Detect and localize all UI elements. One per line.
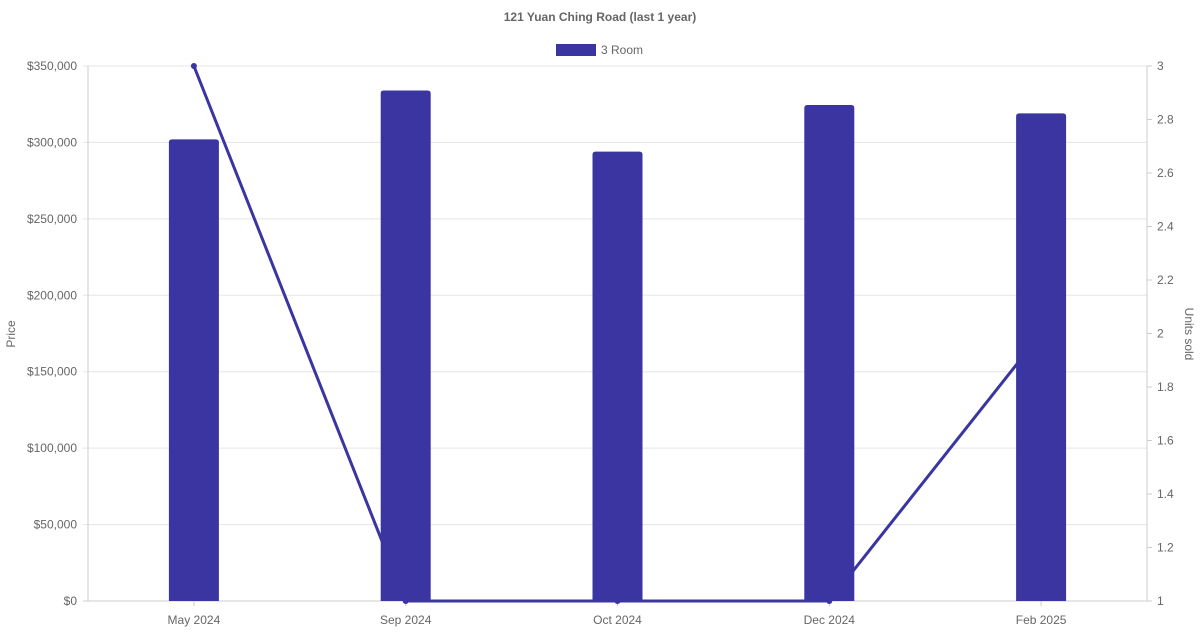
y-tick-label: $350,000	[27, 59, 77, 73]
y2-tick-label: 1.4	[1157, 487, 1174, 501]
units-sold-point	[402, 598, 409, 604]
y2-tick-label: 2	[1157, 327, 1164, 341]
units-sold-point	[614, 598, 621, 604]
y2-tick-label: 1.2	[1157, 541, 1174, 555]
x-tick-label: May 2024	[168, 613, 221, 627]
y-tick-label: $50,000	[34, 518, 78, 532]
y-tick-label: $150,000	[27, 365, 77, 379]
y-tick-label: $100,000	[27, 441, 77, 455]
y-axis-label: Price	[4, 320, 18, 348]
price-bar	[168, 139, 219, 601]
price-bar	[592, 151, 643, 601]
y-tick-label: $200,000	[27, 288, 77, 302]
legend-label: 3 Room	[601, 43, 643, 57]
y-tick-label: $250,000	[27, 212, 77, 226]
x-tick-label: Sep 2024	[380, 613, 432, 627]
x-tick-label: Feb 2025	[1016, 613, 1067, 627]
y2-tick-label: 2.8	[1157, 113, 1174, 127]
y2-tick-label: 1.8	[1157, 380, 1174, 394]
legend-swatch	[556, 44, 596, 56]
price-bar	[1016, 113, 1067, 601]
x-tick-label: Oct 2024	[593, 613, 642, 627]
price-bar	[380, 90, 431, 601]
y2-tick-label: 2.4	[1157, 220, 1174, 234]
price-bar	[804, 104, 855, 601]
y2-tick-label: 1	[1157, 594, 1164, 608]
y2-tick-label: 3	[1157, 59, 1164, 73]
units-sold-point	[826, 598, 833, 604]
y2-axis-label: Units sold	[1182, 308, 1196, 361]
units-sold-point	[1038, 330, 1045, 337]
units-sold-point	[190, 63, 197, 69]
legend[interactable]: 3 Room	[556, 43, 643, 57]
y2-tick-label: 2.2	[1157, 273, 1174, 287]
y2-tick-label: 2.6	[1157, 166, 1174, 180]
y2-tick-label: 1.6	[1157, 434, 1174, 448]
chart-title: 121 Yuan Ching Road (last 1 year)	[504, 10, 697, 24]
y-tick-label: $300,000	[27, 135, 77, 149]
x-tick-label: Dec 2024	[804, 613, 856, 627]
y-tick-label: $0	[64, 594, 78, 608]
